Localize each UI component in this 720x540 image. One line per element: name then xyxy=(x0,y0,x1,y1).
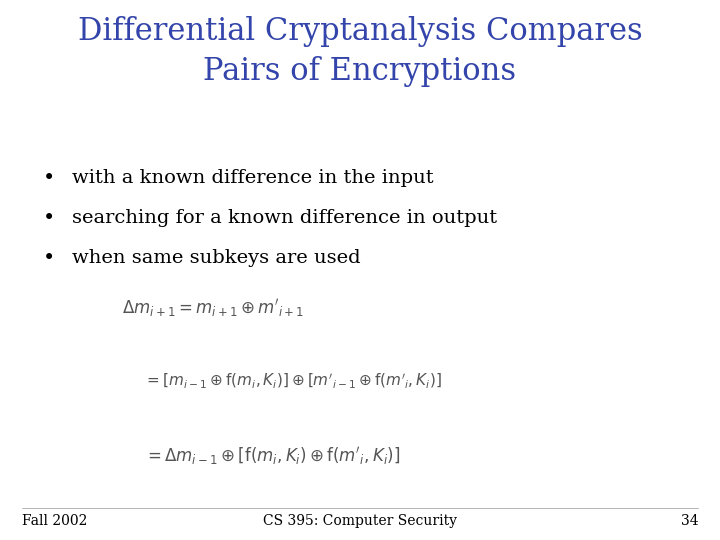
Text: •: • xyxy=(43,168,55,188)
Text: searching for a known difference in output: searching for a known difference in outp… xyxy=(72,209,497,227)
Text: $= \left[m_{i-1} \oplus \mathrm{f}(m_i, K_i)\right] \oplus \left[m'_{i-1} \oplus: $= \left[m_{i-1} \oplus \mathrm{f}(m_i, … xyxy=(144,371,442,390)
Text: CS 395: Computer Security: CS 395: Computer Security xyxy=(263,514,457,528)
Text: •: • xyxy=(43,208,55,228)
Text: Fall 2002: Fall 2002 xyxy=(22,514,87,528)
Text: $= \Delta m_{i-1} \oplus \left[\mathrm{f}(m_i, K_i) \oplus \mathrm{f}(m'_i, K_i): $= \Delta m_{i-1} \oplus \left[\mathrm{f… xyxy=(144,446,400,467)
Text: •: • xyxy=(43,248,55,268)
Text: when same subkeys are used: when same subkeys are used xyxy=(72,249,361,267)
Text: Differential Cryptanalysis Compares
Pairs of Encryptions: Differential Cryptanalysis Compares Pair… xyxy=(78,16,642,86)
Text: $\Delta m_{i+1} = m_{i+1} \oplus m'_{i+1}$: $\Delta m_{i+1} = m_{i+1} \oplus m'_{i+1… xyxy=(122,297,305,319)
Text: with a known difference in the input: with a known difference in the input xyxy=(72,169,433,187)
Text: 34: 34 xyxy=(681,514,698,528)
